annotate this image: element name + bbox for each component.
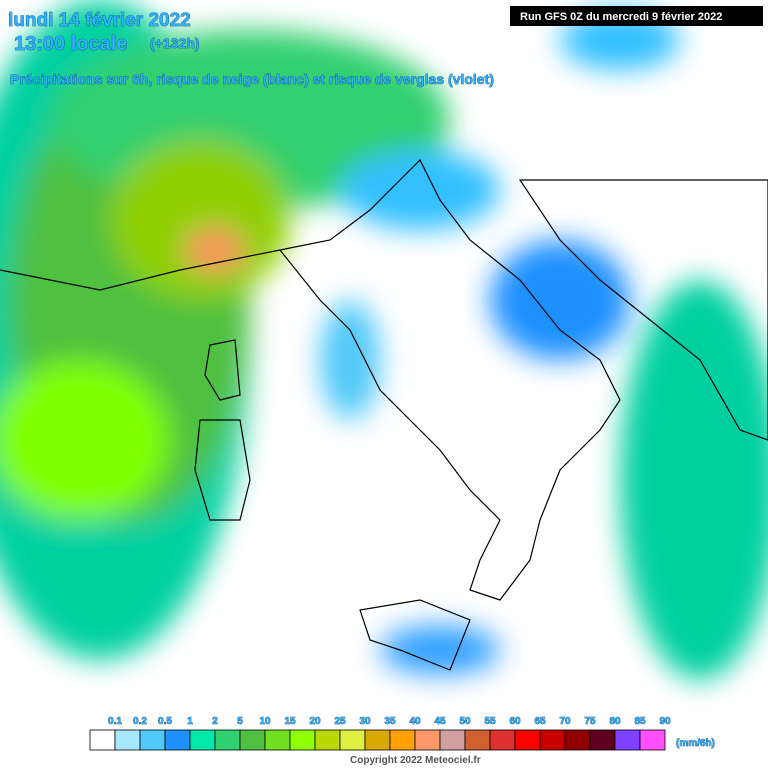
- legend-label: 65: [534, 716, 546, 727]
- legend-swatch: [189, 729, 216, 751]
- copyright: Copyright 2022 Meteociel.fr: [350, 755, 481, 766]
- legend-unit: (mm/6h): [676, 738, 715, 749]
- legend-swatch: [539, 729, 566, 751]
- legend-label: 0.2: [133, 716, 147, 727]
- legend-label: 60: [509, 716, 521, 727]
- legend-label: 15: [284, 716, 296, 727]
- legend-label: 55: [484, 716, 496, 727]
- legend-swatch: [214, 729, 241, 751]
- legend-label: 90: [659, 716, 671, 727]
- legend-swatch: [164, 729, 191, 751]
- lead-time: (+132h): [150, 35, 199, 51]
- legend-swatch: [464, 729, 491, 751]
- legend-label: 45: [434, 716, 446, 727]
- legend-swatch: [564, 729, 591, 751]
- legend-label: 0.5: [158, 716, 172, 727]
- legend-swatch: [289, 729, 316, 751]
- run-box: [510, 6, 763, 26]
- legend-swatch: [414, 729, 441, 751]
- legend-label: 5: [237, 716, 243, 727]
- legend-swatch: [264, 729, 291, 751]
- legend-label: 10: [259, 716, 271, 727]
- legend-label: 50: [459, 716, 471, 727]
- legend-swatch: [339, 729, 366, 751]
- legend-swatch: [589, 729, 616, 751]
- legend-swatch: [89, 729, 116, 751]
- legend-swatch: [314, 729, 341, 751]
- legend-swatch: [514, 729, 541, 751]
- legend-swatch: [364, 729, 391, 751]
- legend-swatch: [639, 729, 666, 751]
- legend-label: 25: [334, 716, 346, 727]
- date: lundi 14 février 2022: [8, 10, 191, 31]
- time: 13:00 locale: [14, 33, 127, 55]
- run-info: Run GFS 0Z du mercredi 9 février 2022: [520, 11, 722, 23]
- subtitle: Précipitations sur 6h, risque de neige (…: [10, 71, 494, 87]
- legend-swatch: [114, 729, 141, 751]
- legend-swatch: [614, 729, 641, 751]
- legend-label: 40: [409, 716, 421, 727]
- coastlines: [0, 158, 768, 671]
- legend-label: 2: [212, 716, 218, 727]
- legend-swatch: [489, 729, 516, 751]
- legend-label: 80: [609, 716, 621, 727]
- legend-label: 85: [634, 716, 646, 727]
- legend-label: 1: [187, 716, 193, 727]
- legend-label: 30: [359, 716, 371, 727]
- legend-swatch: [139, 729, 166, 751]
- legend-label: 75: [584, 716, 596, 727]
- legend-swatch: [439, 729, 466, 751]
- legend-label: 35: [384, 716, 396, 727]
- legend-label: 0.1: [108, 716, 122, 727]
- legend-swatch: [389, 729, 416, 751]
- legend-swatch: [239, 729, 266, 751]
- precip-field: [0, 0, 768, 680]
- legend-label: 20: [309, 716, 321, 727]
- legend: 0.1 0.2 0.5 1 2 5 10 15 20 25 30 35 40 45 50 55 60 65 70 75…: [89, 716, 671, 751]
- legend-label: 70: [559, 716, 571, 727]
